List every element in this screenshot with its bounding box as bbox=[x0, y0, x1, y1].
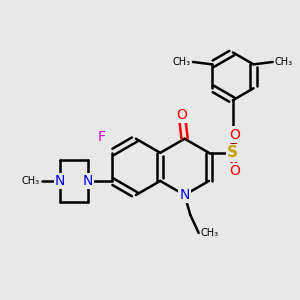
Text: CH₃: CH₃ bbox=[275, 57, 293, 67]
Text: O: O bbox=[229, 164, 240, 178]
Text: N: N bbox=[82, 174, 93, 188]
Text: O: O bbox=[229, 128, 240, 142]
Text: O: O bbox=[176, 108, 187, 122]
Text: F: F bbox=[98, 130, 106, 144]
Text: N: N bbox=[55, 174, 65, 188]
Text: N: N bbox=[179, 188, 190, 202]
Text: CH₃: CH₃ bbox=[173, 57, 191, 67]
Text: CH₃: CH₃ bbox=[22, 176, 40, 186]
Text: CH₃: CH₃ bbox=[201, 228, 219, 238]
Text: S: S bbox=[227, 145, 239, 160]
